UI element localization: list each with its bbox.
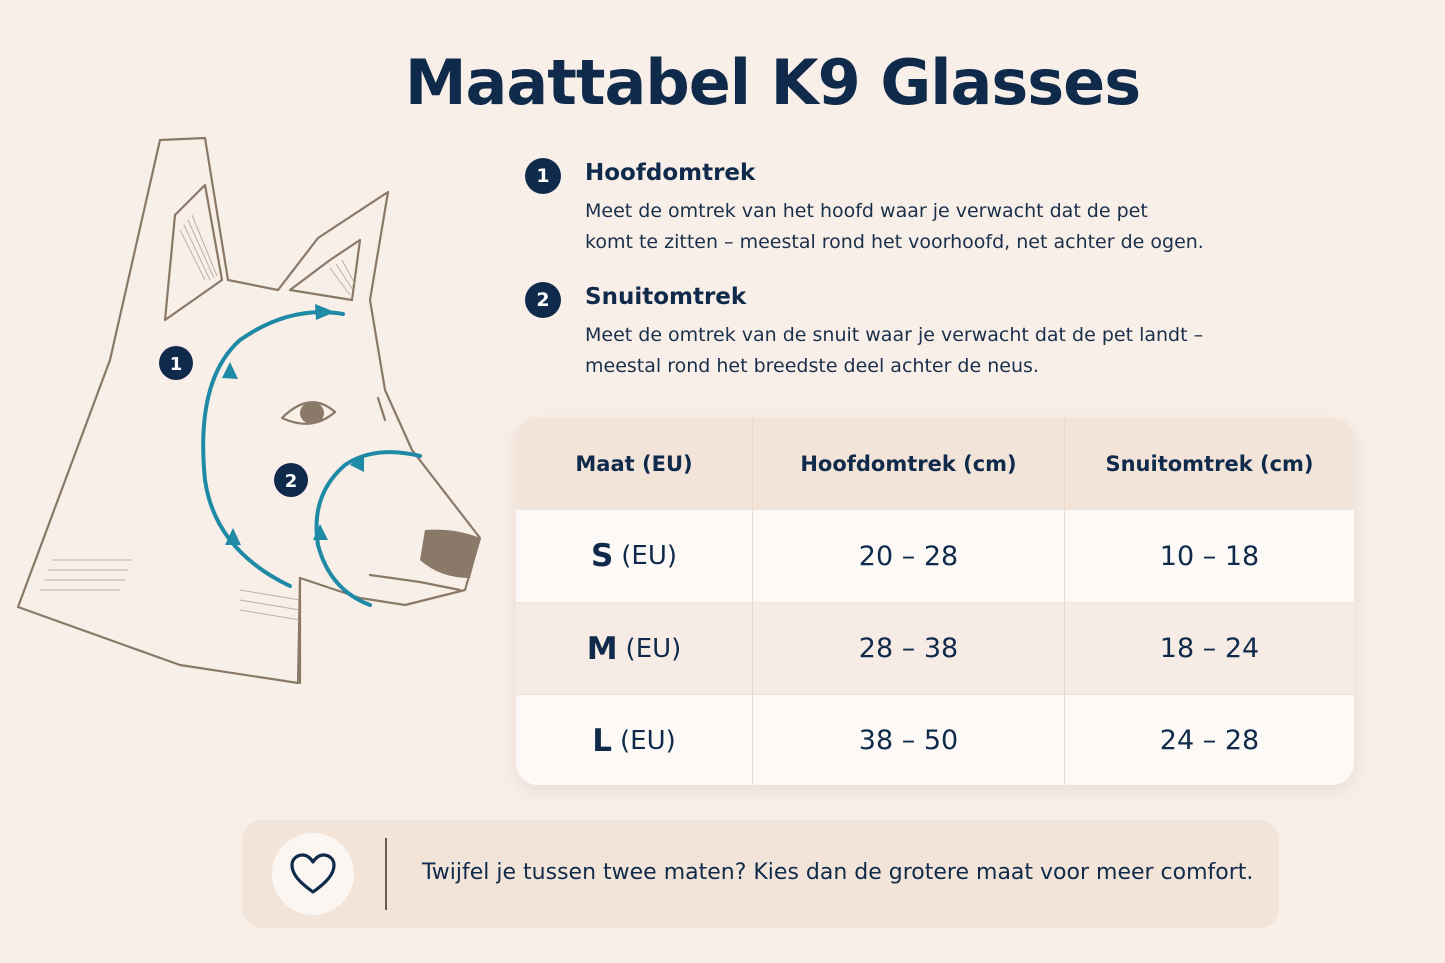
snout-cell: 10 – 18 — [1159, 540, 1260, 572]
table-row: S (EU) 20 – 28 10 – 18 — [516, 510, 1354, 602]
dog-head-illustration: 1 2 — [16, 136, 482, 685]
size-table: Maat (EU) Hoofdomtrek (cm) Snuitomtrek (… — [516, 418, 1354, 785]
tip-text: Twijfel je tussen twee maten? Kies dan d… — [422, 860, 1254, 885]
size-cell: M (EU) — [516, 603, 753, 694]
step-title: Hoofdomtrek — [585, 160, 756, 186]
step-description: Meet de omtrek van het hoofd waar je ver… — [585, 200, 1204, 253]
step-number: 2 — [525, 282, 561, 318]
table-row: M (EU) 28 – 38 18 – 24 — [516, 602, 1354, 694]
heart-icon — [272, 833, 354, 915]
size-cell: S (EU) — [516, 510, 753, 602]
size-cell: L (EU) — [516, 695, 753, 785]
page-title: Maattabel K9 Glasses — [404, 46, 1141, 119]
header-snout-circumference: Snuitomtrek (cm) — [1105, 452, 1314, 476]
divider — [385, 838, 387, 910]
marker-1: 1 — [159, 346, 193, 380]
svg-text:2: 2 — [285, 471, 298, 492]
step-number: 1 — [525, 158, 561, 194]
tip-banner: Twijfel je tussen twee maten? Kies dan d… — [242, 820, 1279, 928]
snout-cell: 24 – 28 — [1159, 725, 1260, 756]
header-size: Maat (EU) — [516, 418, 753, 510]
table-header-row: Maat (EU) Hoofdomtrek (cm) Snuitomtrek (… — [516, 418, 1354, 510]
step-description: Meet de omtrek van de snuit waar je verw… — [585, 324, 1204, 377]
head-cell: 20 – 28 — [753, 510, 1065, 602]
step-title: Snuitomtrek — [585, 284, 747, 310]
marker-2: 2 — [274, 463, 308, 497]
svg-text:1: 1 — [170, 354, 183, 375]
header-head-circumference: Hoofdomtrek (cm) — [753, 418, 1065, 510]
table-row: L (EU) 38 – 50 24 – 28 — [516, 694, 1354, 785]
head-cell: 38 – 50 — [753, 695, 1065, 785]
head-cell: 28 – 38 — [753, 603, 1065, 694]
snout-cell: 18 – 24 — [1159, 633, 1260, 664]
